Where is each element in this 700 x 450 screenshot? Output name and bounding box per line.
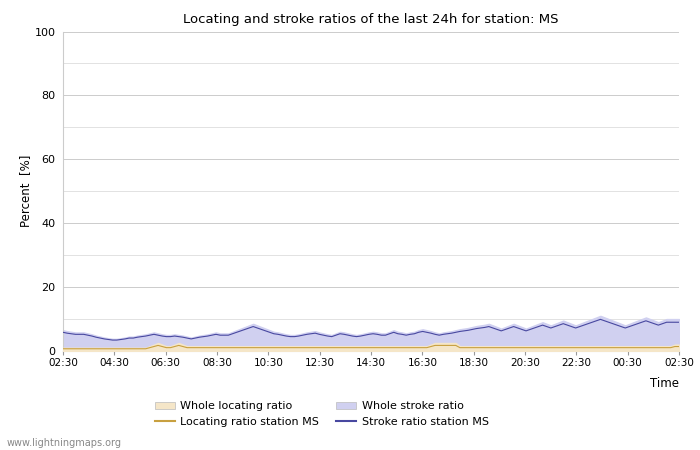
Legend: Whole locating ratio, Locating ratio station MS, Whole stroke ratio, Stroke rati: Whole locating ratio, Locating ratio sta… xyxy=(155,401,489,427)
Title: Locating and stroke ratios of the last 24h for station: MS: Locating and stroke ratios of the last 2… xyxy=(183,13,559,26)
Y-axis label: Percent  [%]: Percent [%] xyxy=(19,155,32,227)
Text: Time: Time xyxy=(650,377,679,390)
Text: www.lightningmaps.org: www.lightningmaps.org xyxy=(7,438,122,448)
